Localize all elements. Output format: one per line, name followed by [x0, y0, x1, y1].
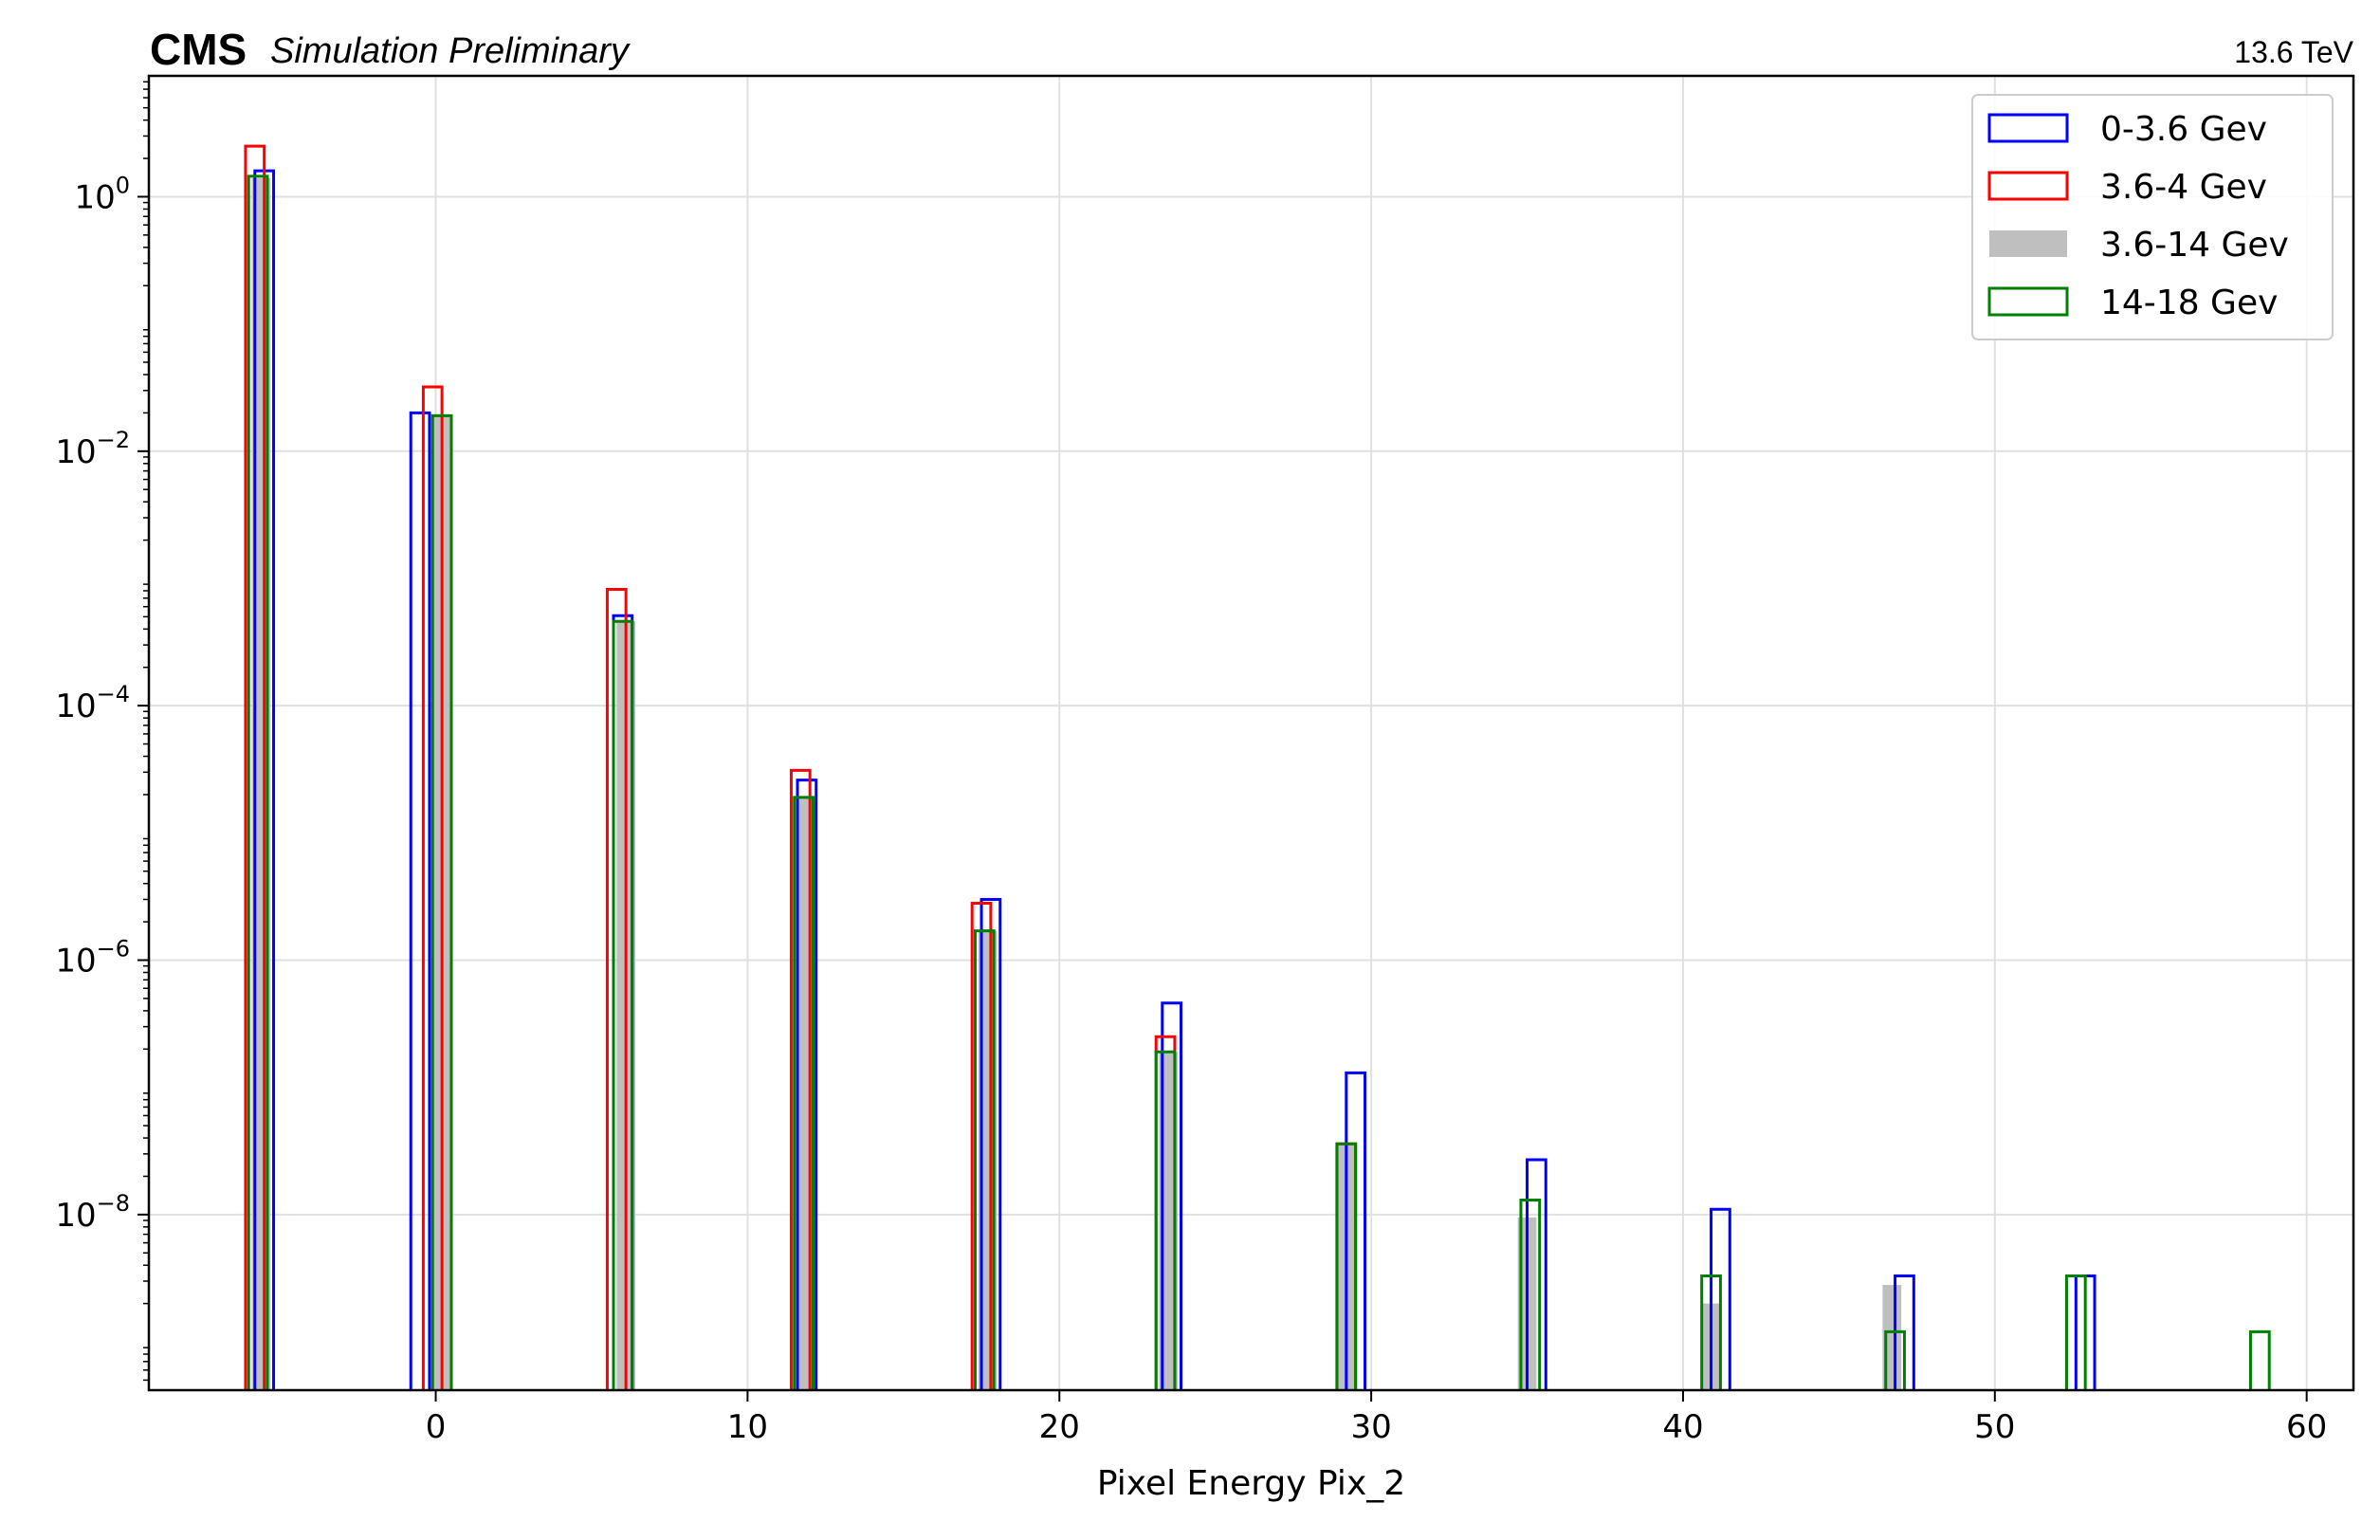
legend-label-3-6-4-gev: 3.6-4 Gev — [2100, 168, 2267, 207]
bar-14-18-gev — [1700, 1274, 1722, 1390]
bar-14-18-gev — [1884, 1329, 1906, 1390]
experiment-label: CMS — [150, 25, 247, 74]
y-tick-label: 10−6 — [55, 935, 130, 980]
grid-lines — [149, 76, 2353, 1390]
bar-3-6-14-gev — [797, 797, 816, 1390]
bar-3-6-4-gev — [244, 144, 266, 1390]
bar-0-3-6-gev — [1345, 1071, 1367, 1390]
x-tick-label: 0 — [426, 1408, 447, 1446]
bar-3-6-14-gev — [978, 930, 998, 1390]
legend-swatch-3-6-4-gev — [1987, 171, 2069, 201]
bar-14-18-gev — [1335, 1142, 1358, 1390]
bar-14-18-gev — [2064, 1274, 2087, 1390]
bar-3-6-4-gev — [789, 768, 812, 1390]
bar-3-6-4-gev — [605, 588, 628, 1390]
bar-0-3-6-gev — [979, 897, 1002, 1390]
y-tick-label: 10−4 — [55, 681, 130, 725]
x-tick-label: 20 — [1039, 1408, 1080, 1446]
bar-14-18-gev — [1519, 1199, 1542, 1390]
x-tick-label: 40 — [1662, 1408, 1703, 1446]
bar-0-3-6-gev — [1526, 1158, 1547, 1390]
axis-ticks: 0 10 20 30 40 50 60 100 10−2 10−4 10−6 10−8 — [55, 81, 2327, 1446]
bar-14-18-gev — [973, 929, 996, 1390]
bar-3-6-14-gev — [1159, 1052, 1179, 1390]
x-tick-label: 10 — [727, 1408, 768, 1446]
x-tick-label: 30 — [1350, 1408, 1391, 1446]
energy-label: 13.6 TeV — [2234, 35, 2353, 69]
bar-3-6-14-gev — [251, 177, 271, 1390]
legend-label-14-18-gev: 14-18 Gev — [2100, 284, 2278, 322]
y-tick-label: 10−2 — [55, 427, 130, 471]
bar-14-18-gev — [2248, 1329, 2271, 1390]
legend-label-3-6-14-gev: 3.6-14 Gev — [2100, 226, 2289, 265]
bar-3-6-4-gev — [421, 385, 444, 1390]
bar-0-3-6-gev — [409, 411, 431, 1390]
bar-14-18-gev — [1154, 1050, 1177, 1390]
legend-box — [1971, 94, 2334, 340]
bar-3-6-14-gev — [1882, 1285, 1902, 1390]
legend-swatch-0-3-6-gev — [1987, 113, 2069, 143]
legend-swatch-3-6-14-gev — [1989, 230, 2067, 257]
bar-0-3-6-gev — [796, 779, 818, 1390]
bar-0-3-6-gev — [1710, 1207, 1731, 1390]
legend-label-0-3-6-gev: 0-3.6 Gev — [2100, 110, 2267, 149]
histogram-bars — [244, 144, 2271, 1390]
bar-14-18-gev — [430, 413, 453, 1390]
bar-14-18-gev — [612, 619, 634, 1390]
bar-0-3-6-gev — [1161, 1001, 1183, 1390]
x-axis-label: Pixel Energy Pix_2 — [1097, 1464, 1405, 1503]
bar-14-18-gev — [793, 796, 815, 1390]
bar-3-6-4-gev — [970, 902, 993, 1390]
legend-swatch-14-18-gev — [1987, 286, 2069, 317]
x-tick-label: 50 — [1974, 1408, 2015, 1446]
bar-14-18-gev — [247, 174, 269, 1390]
x-tick-label: 60 — [2286, 1408, 2327, 1446]
y-tick-label: 100 — [74, 172, 130, 216]
y-tick-label: 10−8 — [55, 1190, 130, 1235]
plot-frame — [147, 74, 2355, 1392]
legend: 0-3.6 Gev 3.6-4 Gev 3.6-14 Gev 14-18 Gev — [1971, 94, 2334, 340]
status-label: Simulation Preliminary — [270, 31, 631, 71]
